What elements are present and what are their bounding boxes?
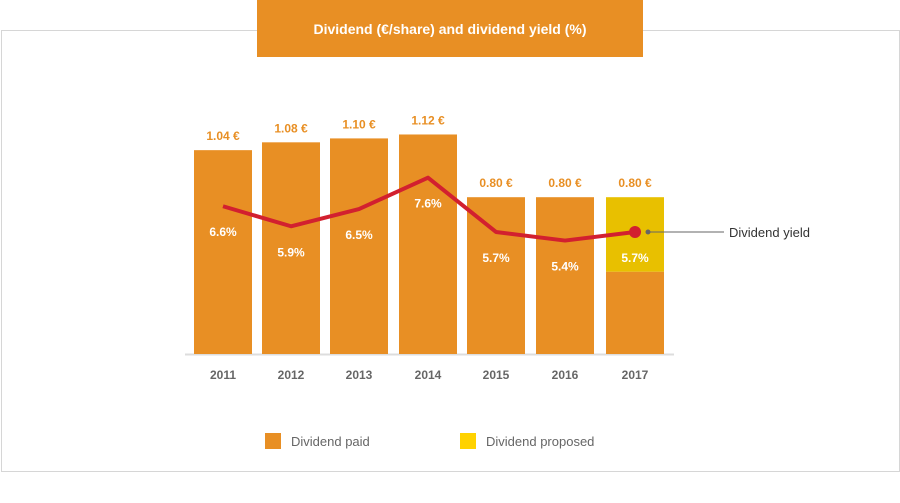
x-tick-label-2012: 2012 <box>278 368 305 382</box>
yield-label-2014: 7.6% <box>414 197 442 211</box>
legend-item-proposed: Dividend proposed <box>460 433 594 449</box>
bar-paid-2012 <box>262 142 320 354</box>
bar-paid-2017 <box>606 271 664 354</box>
annotation-dividend-yield: Dividend yield <box>729 225 810 240</box>
yield-line <box>222 175 636 243</box>
bar-paid-2016 <box>536 197 594 354</box>
bar-value-label-2011: 1.04 € <box>206 129 240 143</box>
yield-label-2013: 6.5% <box>345 228 373 242</box>
bar-value-label-2016: 0.80 € <box>548 176 582 190</box>
legend-label-proposed: Dividend proposed <box>486 433 595 449</box>
x-tick-label-2017: 2017 <box>622 368 649 382</box>
bar-paid-2014 <box>399 134 457 354</box>
x-tick-label-2014: 2014 <box>415 368 442 382</box>
bar-paid-2015 <box>467 197 525 354</box>
yield-label-2017: 5.7% <box>621 251 649 265</box>
bar-value-label-2015: 0.80 € <box>479 176 513 190</box>
yield-point-last <box>629 225 641 238</box>
x-tick-label-2015: 2015 <box>483 368 510 382</box>
bar-value-label-2014: 1.12 € <box>411 113 445 127</box>
bar-value-label-2017: 0.80 € <box>618 176 652 190</box>
legend-label-paid: Dividend paid <box>291 433 370 449</box>
legend-swatch-paid <box>265 433 281 449</box>
bar-value-label-2013: 1.10 € <box>342 117 376 131</box>
bar-value-label-2012: 1.08 € <box>274 121 308 135</box>
legend-item-paid: Dividend paid <box>265 433 370 449</box>
bar-paid-2011 <box>194 150 252 354</box>
x-tick-label-2011: 2011 <box>210 368 236 382</box>
annotation-dot <box>645 229 651 235</box>
bar-paid-2013 <box>330 138 388 354</box>
yield-label-2012: 5.9% <box>277 245 305 259</box>
legend-swatch-proposed <box>460 433 476 449</box>
x-tick-label-2013: 2013 <box>346 368 373 382</box>
yield-label-2016: 5.4% <box>551 260 579 274</box>
x-tick-label-2016: 2016 <box>552 368 579 382</box>
yield-label-2015: 5.7% <box>482 251 510 265</box>
yield-label-2011: 6.6% <box>209 225 237 239</box>
chart-title: Dividend (€/share) and dividend yield (%… <box>257 0 643 57</box>
